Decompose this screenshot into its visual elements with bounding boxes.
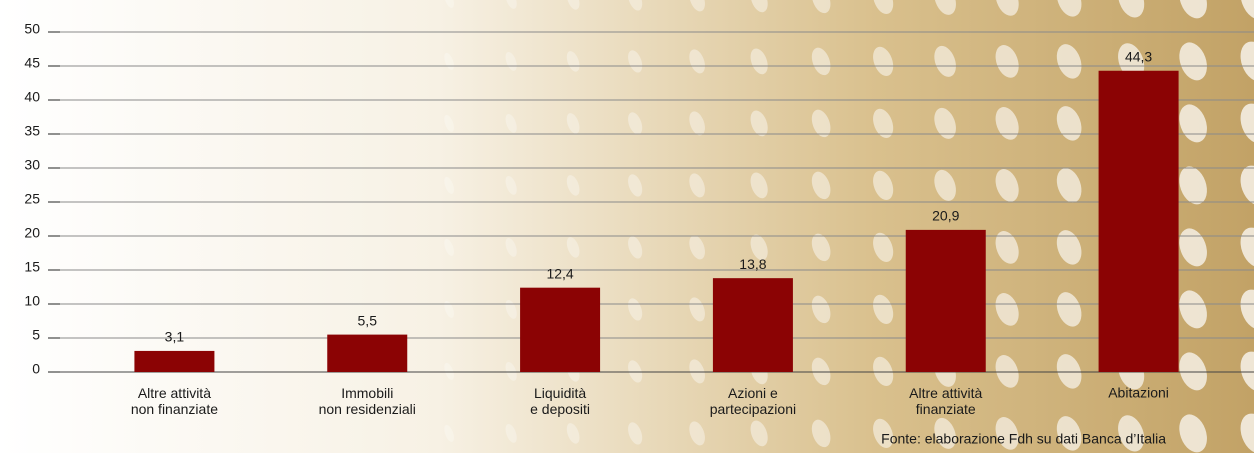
bar — [713, 278, 793, 372]
y-tick-label: 30 — [24, 157, 40, 173]
y-tick-label: 20 — [24, 225, 40, 241]
value-label: 13,8 — [739, 256, 766, 272]
bar — [134, 351, 214, 372]
bar — [327, 335, 407, 372]
x-tick-label: Altre attivitàfinanziate — [909, 385, 982, 417]
value-label: 5,5 — [358, 312, 378, 328]
y-tick-label: 0 — [32, 361, 40, 377]
value-label: 20,9 — [932, 208, 959, 224]
bar — [906, 230, 986, 372]
y-tick-label: 25 — [24, 191, 40, 207]
bar — [520, 288, 600, 372]
y-tick-label: 5 — [32, 327, 40, 343]
bar — [1099, 71, 1179, 372]
x-tick-label: Abitazioni — [1108, 385, 1169, 401]
source-note: Fonte: elaborazione Fdh su dati Banca d’… — [881, 431, 1166, 447]
y-tick-label: 15 — [24, 259, 40, 275]
y-tick-label: 45 — [24, 55, 40, 71]
y-tick-label: 35 — [24, 123, 40, 139]
value-label: 44,3 — [1125, 48, 1152, 64]
y-tick-label: 10 — [24, 293, 40, 309]
y-tick-label: 40 — [24, 89, 40, 105]
x-tick-label: Liquiditàe depositi — [530, 385, 590, 417]
chart: Fonte: elaborazione Fdh su dati Banca d’… — [0, 0, 1254, 453]
y-tick-label: 50 — [24, 21, 40, 37]
value-label: 12,4 — [546, 265, 573, 281]
value-label: 3,1 — [165, 329, 185, 345]
